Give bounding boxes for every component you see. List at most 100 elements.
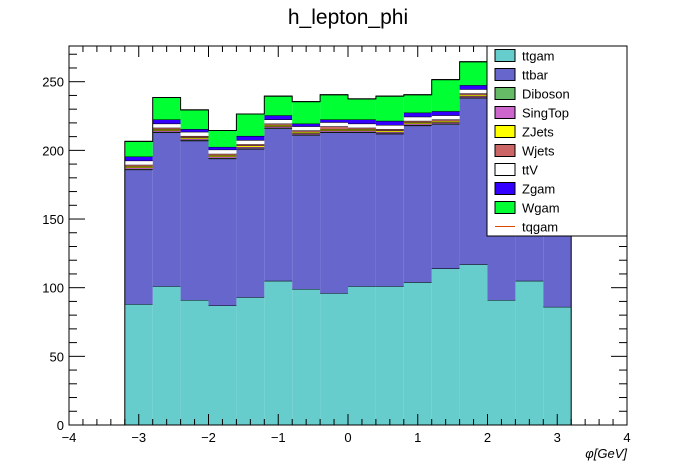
legend-label-tqgam: tqgam (522, 220, 558, 235)
bar-Zgam-0 (124, 156, 153, 161)
bar-ttbar-10 (403, 125, 432, 283)
legend-label-Wgam: Wgam (522, 201, 560, 216)
bar-ZJets-2 (180, 137, 209, 139)
bar-ttbar-9 (375, 133, 404, 287)
bar-ZJets-12 (459, 94, 488, 97)
bar-ZJets-9 (375, 130, 404, 132)
x-tick-label: 0 (344, 430, 351, 445)
bar-SingTop-4 (236, 146, 265, 149)
legend-label-SingTop: SingTop (522, 106, 569, 121)
bar-Wjets-6 (292, 130, 321, 132)
stacked-bars (124, 61, 572, 425)
bar-ttgam-9 (375, 286, 404, 425)
x-tick-label: −4 (62, 430, 77, 445)
bar-ZJets-4 (236, 145, 265, 147)
y-tick-label: 150 (42, 212, 64, 227)
bar-Wgam-11 (431, 79, 460, 112)
legend-swatch-Wgam (494, 201, 516, 214)
legend-label-Wjets: Wjets (522, 144, 555, 159)
bar-Zgam-5 (264, 115, 293, 120)
bar-ttbar-0 (124, 169, 153, 305)
bar-ttgam-3 (208, 305, 237, 425)
bar-ttV-4 (236, 140, 265, 145)
x-tick-label: 3 (554, 430, 561, 445)
legend: ttgam ttbar Diboson SingTop ZJets Wjets ttV Zga… (486, 45, 628, 237)
bar-Zgam-9 (375, 120, 404, 125)
bar-ttbar-1 (152, 132, 181, 287)
x-tick-label: −2 (201, 430, 216, 445)
bar-ttgam-10 (403, 282, 432, 425)
bar-ttbar-5 (264, 128, 293, 281)
bar-ttV-9 (375, 124, 404, 130)
bar-ttV-2 (180, 131, 209, 136)
bar-ttgam-12 (459, 264, 488, 425)
legend-swatch-Zgam (494, 182, 516, 195)
bar-Wgam-8 (348, 98, 376, 120)
bar-Wgam-12 (459, 61, 488, 86)
bar-ttbar-4 (236, 148, 265, 298)
bar-ttV-8 (348, 123, 376, 128)
legend-swatch-ttbar (494, 68, 516, 81)
bar-ZJets-6 (292, 131, 321, 134)
bar-ttgam-5 (264, 280, 293, 425)
bar-ttV-1 (152, 123, 181, 128)
legend-swatch-ttV (494, 163, 516, 176)
bar-Zgam-1 (152, 119, 181, 124)
bar-SingTop-5 (264, 126, 293, 128)
x-tick-label: 4 (623, 430, 630, 445)
bar-Wjets-0 (124, 164, 153, 167)
x-tick-label: −3 (131, 430, 146, 445)
bar-Wgam-9 (375, 96, 404, 121)
bar-ttbar-11 (431, 124, 460, 269)
bar-Zgam-12 (459, 85, 488, 90)
bar-SingTop-12 (459, 96, 488, 98)
bar-Wjets-2 (180, 135, 209, 138)
bar-Wjets-10 (403, 120, 432, 123)
legend-swatch-Wjets (494, 144, 516, 157)
legend-swatch-SingTop (494, 106, 516, 119)
bar-Wgam-0 (124, 141, 153, 157)
bar-ttbar-3 (208, 158, 237, 306)
legend-label-ttbar: ttbar (522, 68, 549, 83)
bar-ttgam-15 (543, 306, 572, 425)
bar-ttgam-8 (348, 286, 376, 425)
bar-SingTop-10 (403, 123, 432, 125)
bar-ttbar-2 (180, 140, 209, 301)
bar-ZJets-5 (264, 124, 293, 127)
bar-ZJets-1 (152, 129, 181, 131)
bar-SingTop-8 (348, 130, 376, 132)
legend-swatch-ZJets (494, 125, 516, 138)
bar-Wjets-7 (320, 126, 348, 130)
bar-Zgam-4 (236, 135, 265, 141)
bar-SingTop-1 (152, 130, 181, 132)
bar-SingTop-11 (431, 122, 460, 124)
x-tick-label: −1 (271, 430, 286, 445)
bar-Wgam-5 (264, 96, 293, 116)
y-tick-label: 250 (42, 75, 64, 90)
bar-Wgam-10 (403, 94, 432, 113)
bar-ttV-10 (403, 116, 432, 121)
bar-Zgam-3 (208, 146, 237, 150)
bar-Wjets-5 (264, 123, 293, 125)
bar-Wgam-7 (320, 94, 348, 120)
bar-ttbar-12 (459, 98, 488, 265)
bar-Zgam-11 (431, 111, 460, 116)
bar-Zgam-7 (320, 119, 348, 123)
bar-Wjets-8 (348, 127, 376, 130)
bar-SingTop-3 (208, 156, 237, 158)
bar-ttgam-1 (152, 286, 181, 425)
bar-Zgam-8 (348, 119, 376, 124)
legend-label-ZJets: ZJets (522, 125, 554, 140)
bar-SingTop-9 (375, 131, 404, 134)
bar-ttV-12 (459, 89, 488, 94)
chart-title: h_lepton_phi (288, 6, 408, 29)
bar-ttgam-11 (431, 268, 460, 425)
bar-ZJets-0 (124, 166, 153, 168)
bar-SingTop-6 (292, 133, 321, 135)
bar-ttV-5 (264, 119, 293, 124)
bar-SingTop-7 (320, 130, 348, 132)
bar-ttV-6 (292, 126, 321, 131)
bar-ttgam-7 (320, 293, 348, 425)
bar-ttV-11 (431, 115, 460, 120)
bar-ttbar-8 (348, 132, 376, 287)
